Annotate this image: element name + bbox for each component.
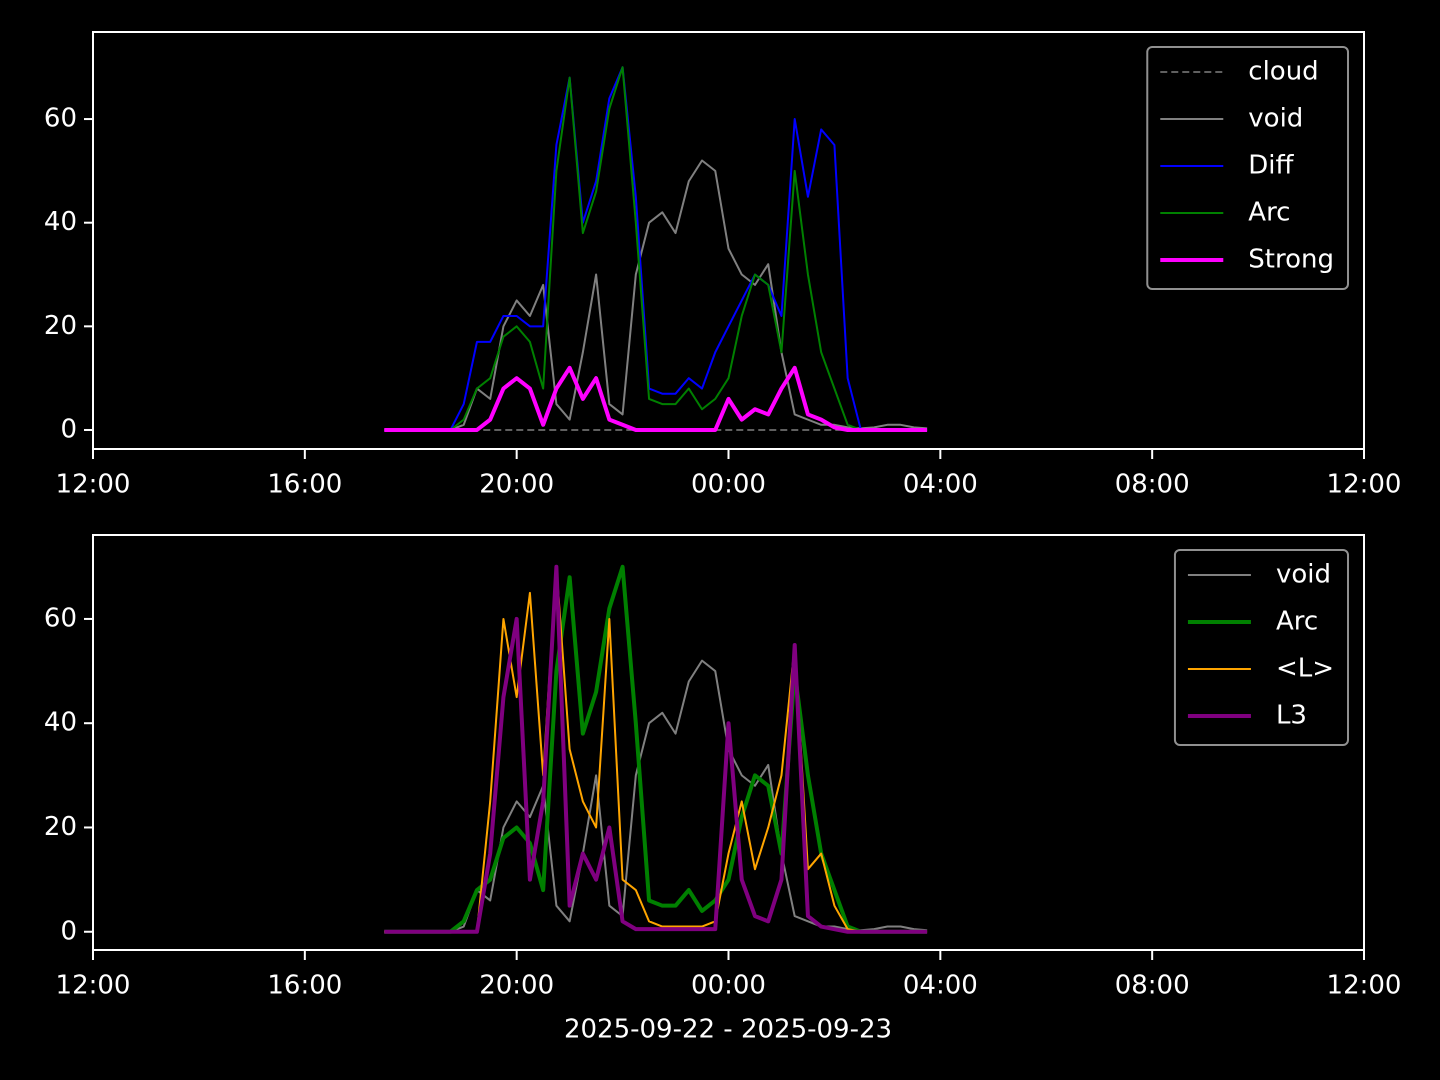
axes-frame <box>92 31 1365 450</box>
x-tick-label: 12:00 <box>56 470 131 500</box>
y-tick-label: 20 <box>44 311 77 341</box>
x-tick-label: 20:00 <box>479 971 554 1001</box>
legend-box <box>1173 549 1349 746</box>
series-line <box>384 365 928 432</box>
y-tick-label: 0 <box>60 916 77 946</box>
legend-label: Diff <box>1248 151 1294 181</box>
x-tick-label: 08:00 <box>1115 971 1190 1001</box>
x-tick-label: 04:00 <box>903 470 978 500</box>
legend-label: Arc <box>1276 607 1318 637</box>
y-tick-label: 0 <box>60 414 77 444</box>
legend-label: void <box>1248 104 1303 134</box>
x-tick-label: 12:00 <box>1327 470 1402 500</box>
x-tick-label: 04:00 <box>903 971 978 1001</box>
x-axis-label: 2025-09-22 - 2025-09-23 <box>564 1015 892 1045</box>
legend-label: cloud <box>1248 57 1318 87</box>
legend: cloud void Diff Arc Strong <box>1146 46 1349 290</box>
y-tick-label: 40 <box>44 207 77 237</box>
x-tick-label: 00:00 <box>691 971 766 1001</box>
x-tick-label: 12:00 <box>1327 971 1402 1001</box>
series-line <box>384 564 928 934</box>
legend-label: void <box>1276 560 1331 590</box>
legend-label: L3 <box>1276 701 1307 731</box>
x-tick-label: 00:00 <box>691 470 766 500</box>
legend-label: Arc <box>1248 198 1290 228</box>
series-line <box>384 66 928 431</box>
x-tick-label: 16:00 <box>267 971 342 1001</box>
y-tick-label: 60 <box>44 104 77 134</box>
y-tick-label: 20 <box>44 812 77 842</box>
series-line <box>384 564 928 934</box>
series-line <box>384 66 928 431</box>
x-tick-label: 20:00 <box>479 470 554 500</box>
axes-frame <box>92 534 1365 951</box>
y-tick-label: 60 <box>44 603 77 633</box>
x-tick-label: 08:00 <box>1115 470 1190 500</box>
legend-box <box>1146 46 1349 290</box>
y-tick-label: 40 <box>44 708 77 738</box>
legend-label: Strong <box>1248 245 1334 275</box>
legend: void Arc <L> L3 <box>1173 549 1349 746</box>
legend-label: <L> <box>1276 654 1334 684</box>
x-tick-label: 16:00 <box>267 470 342 500</box>
x-tick-label: 12:00 <box>56 971 131 1001</box>
